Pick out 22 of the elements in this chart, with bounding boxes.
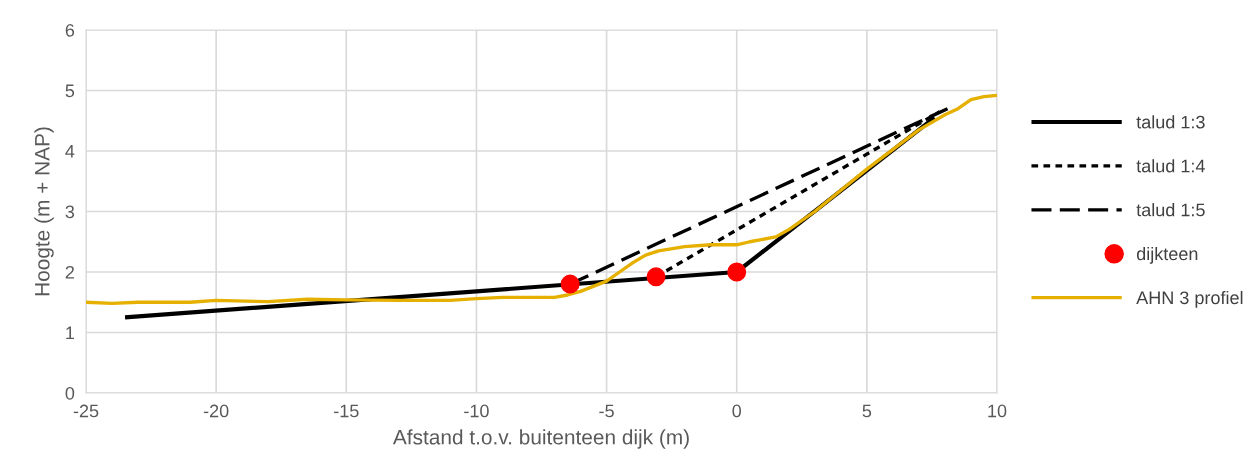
x-tick-label: -5 (599, 404, 614, 418)
y-tick-label: 2 (65, 265, 74, 279)
x-tick-label: 5 (862, 404, 872, 418)
y-tick-label: 0 (65, 386, 75, 400)
y-tick-label: 6 (65, 23, 75, 37)
y-tick-label: 1 (66, 326, 75, 340)
y-tick-label: 3 (65, 205, 75, 219)
x-tick-label: 0 (732, 404, 742, 418)
y-axis-title: Hoogte (m + NAP) (34, 127, 54, 296)
legend-label: talud 1:5 (1136, 203, 1205, 217)
legend-label: dijkteen (1136, 247, 1198, 264)
x-tick-label: -20 (203, 404, 229, 418)
x-axis-title: Afstand t.o.v. buitenteen dijk (m) (392, 429, 689, 449)
x-tick-label: -25 (73, 404, 99, 418)
x-tick-label: -10 (464, 404, 489, 418)
y-tick-label: 4 (65, 145, 75, 158)
x-tick-label: -15 (334, 404, 359, 418)
x-tick-label: 10 (988, 404, 1007, 418)
y-tick-label: 5 (65, 84, 75, 98)
legend-label: talud 1:4 (1136, 159, 1205, 173)
legend-label: talud 1:3 (1136, 115, 1205, 129)
legend-label: AHN 3 profiel (1136, 290, 1243, 308)
